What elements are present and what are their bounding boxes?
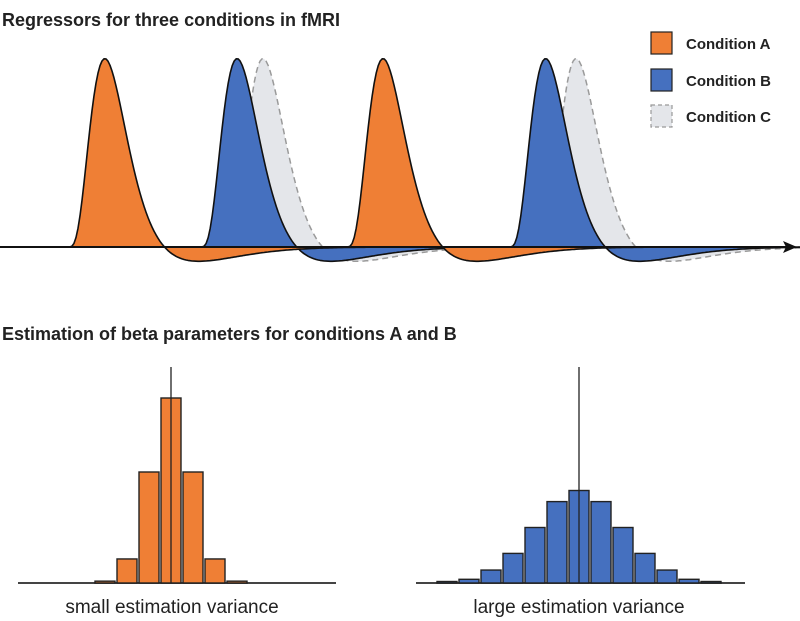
histogram-small-variance (18, 367, 336, 584)
regressor-condition-b-event-2 (508, 58, 800, 263)
histogram-bar (436, 580, 458, 584)
histogram-bar (458, 578, 480, 584)
histogram-bar (700, 580, 722, 584)
histogram-bar (226, 580, 248, 584)
histogram-bar (524, 526, 546, 584)
time-axis-arrow-icon (783, 241, 797, 253)
regressor-curves (67, 58, 800, 263)
estimation-title: Estimation of beta parameters for condit… (2, 324, 457, 344)
legend-swatch-b (650, 68, 673, 92)
legend-swatch-a (650, 31, 673, 55)
regressor-condition-c-event-1 (225, 58, 527, 263)
caption-large-variance: large estimation variance (473, 597, 684, 618)
histogram-bar (138, 471, 160, 584)
histogram-bar (590, 500, 612, 584)
regressor-condition-a-event-1 (67, 58, 369, 263)
histogram-bar (204, 558, 226, 584)
histogram-bar (678, 578, 700, 584)
regressor-condition-a-event-2 (345, 58, 647, 263)
histogram-bar (94, 580, 116, 584)
legend-swatch-c (650, 104, 673, 128)
histogram-bar (612, 526, 634, 584)
legend-label-b: Condition B (686, 73, 771, 90)
legend: Condition A Condition B Condition C (650, 31, 771, 128)
regressor-condition-c-event-2 (538, 58, 800, 263)
histogram-bar (480, 569, 502, 584)
histogram-bar (634, 552, 656, 584)
caption-small-variance: small estimation variance (65, 597, 278, 618)
histogram-bar (182, 471, 204, 584)
histogram-bar (502, 552, 524, 584)
legend-label-a: Condition A (686, 36, 771, 53)
histogram-large-variance (416, 367, 745, 584)
histogram-bar (116, 558, 138, 584)
regressors-title: Regressors for three conditions in fMRI (2, 10, 340, 30)
histogram-bar (546, 500, 568, 584)
regressor-condition-b-event-1 (199, 58, 502, 263)
histogram-bar (656, 569, 678, 584)
legend-label-c: Condition C (686, 109, 771, 126)
